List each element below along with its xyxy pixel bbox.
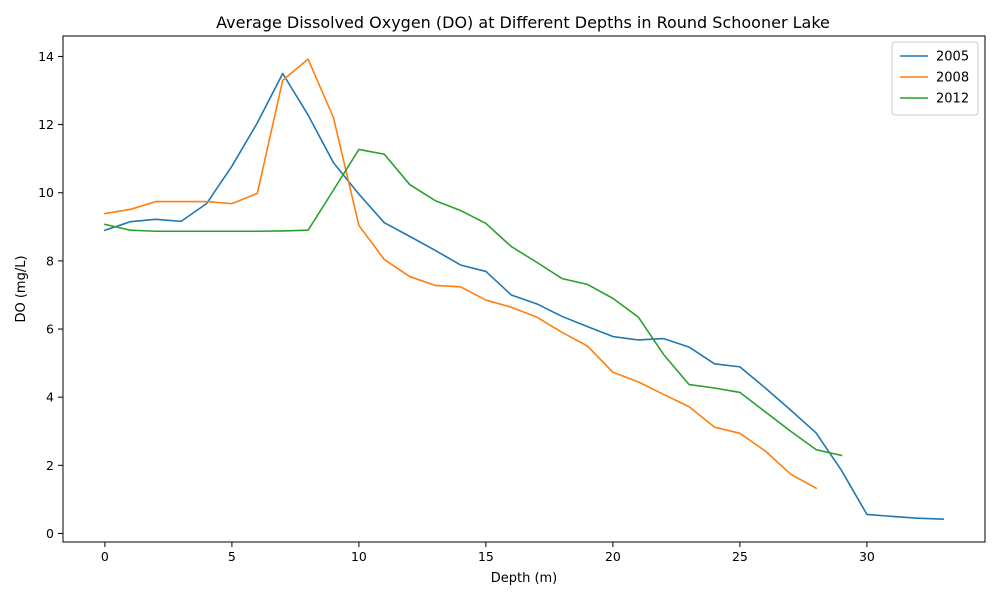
axis-ticks: 0 5 10 15 20 25 30 0 2 4 6 8 10 12 14	[38, 49, 875, 564]
series-line-2008	[103, 58, 818, 490]
legend-box	[891, 41, 979, 116]
y-tick-label: 0	[46, 526, 54, 541]
y-axis-label: DO (mg/L)	[14, 255, 29, 322]
y-tick-label: 14	[38, 49, 54, 64]
x-tick-label: 20	[605, 549, 621, 564]
legend-label-2005: 2005	[936, 50, 969, 65]
data-lines	[103, 58, 944, 521]
series-line-2005	[103, 72, 944, 521]
x-tick-label: 5	[228, 549, 236, 564]
y-tick-label: 4	[46, 390, 54, 405]
y-tick-label: 2	[46, 458, 54, 473]
x-tick-label: 10	[351, 549, 367, 564]
x-tick-label: 30	[859, 549, 875, 564]
y-tick-label: 12	[38, 117, 54, 132]
legend-label-2008: 2008	[936, 71, 969, 86]
y-tick-label: 10	[38, 185, 54, 200]
legend-label-2012: 2012	[936, 92, 969, 107]
x-axis-label: Depth (m)	[491, 571, 558, 586]
series-line-2012	[103, 148, 843, 457]
plot-area	[62, 35, 986, 543]
chart-title: Average Dissolved Oxygen (DO) at Differe…	[216, 13, 830, 32]
y-tick-label: 6	[46, 322, 54, 337]
x-tick-label: 0	[101, 549, 109, 564]
x-tick-label: 15	[478, 549, 494, 564]
x-tick-label: 25	[732, 549, 748, 564]
legend: 2005 2008 2012	[891, 41, 979, 116]
y-tick-label: 8	[46, 253, 54, 268]
